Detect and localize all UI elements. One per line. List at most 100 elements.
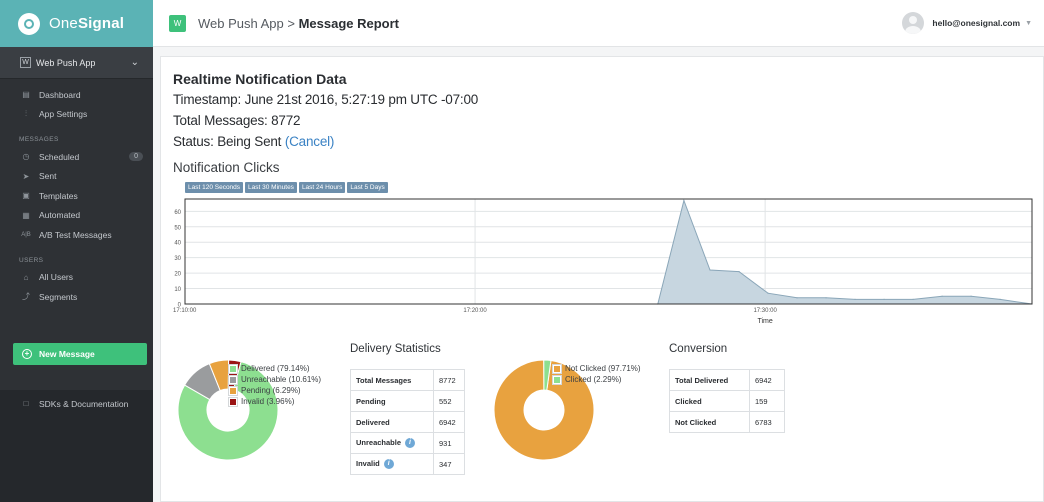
y-tick-label: 0 — [178, 303, 182, 309]
breadcrumb-app[interactable]: Web Push App > — [198, 15, 295, 31]
stat-value: 931 — [433, 432, 465, 454]
donut-slice — [543, 359, 552, 391]
legend-label: Delivered (79.14%) — [241, 364, 310, 373]
legend-entry: Clicked (2.29%) — [552, 374, 641, 385]
range-tab-1[interactable]: Last 30 Minutes — [245, 182, 297, 193]
stat-label: Not Clicked — [675, 417, 717, 427]
sidebar-item-label: Templates — [39, 190, 78, 201]
stat-label: Total Delivered — [675, 375, 729, 385]
plot-frame — [184, 198, 1033, 305]
y-tick-label: 50 — [174, 225, 181, 231]
legend-entry: Delivered (79.14%) — [228, 363, 321, 374]
avatar — [902, 12, 925, 34]
total-messages-value: 8772 — [271, 113, 301, 128]
clicks-data-point — [683, 199, 685, 202]
legend-swatch — [228, 385, 238, 396]
clicks-data-point — [767, 292, 769, 294]
sidebar-item-all-users[interactable]: ⌂ All Users — [0, 268, 153, 288]
sidebar-item-sdks[interactable]: □ SDKs & Documentation — [0, 394, 153, 414]
legend-entry: Pending (6.29%) — [228, 385, 321, 396]
plus-icon: + — [22, 349, 32, 359]
document-icon: □ — [23, 399, 29, 409]
y-tick-label: 20 — [174, 272, 181, 278]
user-icon: ⌂ — [23, 272, 29, 282]
report-title: Realtime Notification Data — [173, 71, 347, 87]
sdk-docs-area: □ SDKs & Documentation — [0, 390, 153, 502]
status-line: Status: Being Sent (Cancel) — [173, 134, 334, 149]
total-messages-label: Total Messages: — [173, 113, 268, 128]
logo-bar[interactable]: OneSignal — [0, 0, 153, 47]
table-row: Clicked 159 — [669, 390, 785, 412]
nav-users: ⌂ All Users ⤴ Segments — [0, 268, 153, 307]
sidebar-item-sent[interactable]: ➤ Sent — [0, 167, 153, 187]
legend-swatch — [552, 363, 562, 374]
stat-value: 347 — [433, 453, 465, 475]
new-message-label: New Message — [39, 349, 95, 359]
stat-label: Unreachable — [356, 437, 402, 447]
top-header: W Web Push App > Message Report hello@on… — [153, 0, 1044, 47]
y-tick-label: 40 — [174, 241, 181, 247]
sidebar-item-label: SDKs & Documentation — [39, 398, 129, 409]
table-row: Delivered 6942 — [350, 411, 465, 433]
notification-clicks-chart: 0 10 20 30 40 50 60 17:10:00 17:20:00 17:30:00 Tim… — [173, 198, 1033, 325]
legend-entry: Not Clicked (97.71%) — [552, 363, 641, 374]
range-tab-3[interactable]: Last 5 Days — [347, 182, 388, 193]
clock-icon: ◷ — [22, 152, 30, 162]
range-tab-0[interactable]: Last 120 Seconds — [185, 182, 244, 193]
app-badge-icon: W — [169, 14, 186, 32]
timestamp-value: June 21st 2016, 5:27:19 pm UTC -07:00 — [244, 92, 479, 107]
report-panel: Realtime Notification Data Timestamp: Ju… — [160, 56, 1044, 502]
timestamp-line: Timestamp: June 21st 2016, 5:27:19 pm UT… — [173, 92, 478, 107]
sidebar-item-templates[interactable]: ▣ Templates — [0, 186, 153, 206]
stat-label: Total Messages — [356, 375, 412, 385]
stat-label-cell: Total Messages — [350, 369, 434, 391]
info-icon[interactable]: i — [383, 459, 394, 469]
x-axis-label: Time — [757, 318, 772, 325]
app-selector[interactable]: W Web Push App ⌄ — [0, 47, 153, 79]
user-menu[interactable]: hello@onesignal.com ▼ — [902, 12, 1032, 34]
delivery-legend: Delivered (79.14%) Unreachable (10.61%) Pe… — [228, 363, 322, 407]
sidebar-item-segments[interactable]: ⤴ Segments — [0, 287, 153, 307]
new-message-button[interactable]: + New Message — [13, 343, 147, 365]
stat-value: 6942 — [749, 369, 785, 391]
clicks-data-point — [709, 269, 711, 271]
legend-swatch — [228, 363, 238, 374]
cancel-link[interactable]: (Cancel) — [284, 134, 335, 149]
donut-slice — [493, 359, 595, 461]
clicks-data-point — [912, 298, 914, 300]
stat-value: 159 — [749, 390, 785, 412]
sidebar-item-label: Dashboard — [39, 89, 81, 100]
sidebar-item-label: Sent — [39, 171, 57, 182]
segments-icon: ⤴ — [22, 292, 30, 302]
legend-label: Unreachable (10.61%) — [241, 375, 322, 384]
range-tab-2[interactable]: Last 24 Hours — [298, 182, 346, 193]
sidebar-item-a-b-test-messages[interactable]: A|B A/B Test Messages — [0, 225, 153, 245]
clicks-data-point — [796, 297, 798, 299]
donut-slice — [177, 361, 279, 461]
info-icon[interactable]: i — [405, 438, 416, 448]
stat-value: 6942 — [433, 411, 465, 433]
y-tick-label: 60 — [174, 210, 181, 216]
sidebar-item-app-settings[interactable]: ⫶ App Settings — [0, 105, 153, 125]
sidebar-item-label: Scheduled — [39, 151, 80, 162]
stat-value: 552 — [433, 390, 465, 412]
clicks-data-point — [970, 295, 972, 297]
sidebar-item-label: All Users — [39, 272, 74, 283]
legend-label: Clicked (2.29%) — [565, 375, 622, 384]
brand-prefix: One — [49, 15, 78, 32]
table-row: Total Delivered 6942 — [669, 369, 785, 391]
legend-label: Pending (6.29%) — [241, 386, 301, 395]
range-tabs: Last 120 Seconds Last 30 Minutes Last 24 H… — [185, 182, 388, 193]
legend-entry: Invalid (3.96%) — [228, 396, 321, 407]
legend-swatch — [228, 396, 238, 407]
sidebar-item-dashboard[interactable]: ▤ Dashboard — [0, 85, 153, 105]
app-badge-icon: W — [20, 57, 31, 68]
stat-label-cell: Unreachable i — [350, 432, 434, 454]
sidebar-item-scheduled[interactable]: ◷ Scheduled 0 — [0, 147, 153, 167]
stat-value: 8772 — [433, 369, 465, 391]
sidebar-item-label: App Settings — [39, 109, 88, 120]
table-row: Not Clicked 6783 — [669, 411, 785, 433]
sidebar-item-automated[interactable]: ▦ Automated — [0, 206, 153, 226]
y-tick-label: 30 — [174, 256, 181, 262]
count-badge: 0 — [129, 152, 143, 162]
